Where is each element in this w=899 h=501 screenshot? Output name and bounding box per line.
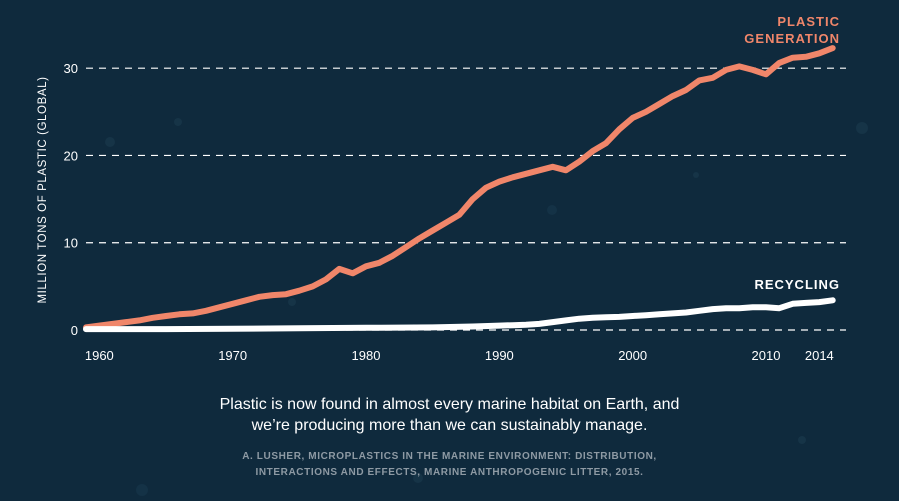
source-line-2: INTERACTIONS AND EFFECTS, MARINE ANTHROP… [255,467,644,478]
x-tick-label: 1960 [85,348,114,363]
series-label: RECYCLING [754,277,840,292]
caption-line-2: we’re producing more than we can sustain… [251,417,648,434]
x-tick-label: 1970 [218,348,247,363]
grid-lines [86,67,846,331]
source-line-1: A. LUSHER, MICROPLASTICS IN THE MARINE E… [242,451,657,462]
x-tick-label: 1980 [352,348,381,363]
y-tick-label: 20 [64,148,78,163]
y-tick-label: 30 [64,61,78,76]
series-line-recycling [83,297,836,333]
chart-caption: Plastic is now found in almost every mar… [0,394,899,436]
caption-line-1: Plastic is now found in almost every mar… [219,396,680,413]
y-tick-label: 10 [64,236,78,251]
y-tick-labels: 0 10 20 30 [64,61,78,338]
y-axis-label: MILLION TONS OF PLASTIC (GLOBAL) [37,76,49,303]
x-tick-label: 2010 [752,348,781,363]
x-tick-label: 2000 [618,348,647,363]
background-bubbles [105,118,868,496]
x-tick-label: 1990 [485,348,514,363]
x-tick-label: 2014 [805,348,834,363]
source-citation: A. LUSHER, MICROPLASTICS IN THE MARINE E… [0,449,899,481]
x-tick-labels: 1960 1970 1980 1990 2000 2010 2014 [85,348,834,363]
series-label: PLASTIC GENERATION [744,14,840,46]
series-line-plastic-generation [83,45,836,331]
series-lines [83,45,836,333]
y-tick-label: 0 [71,323,78,338]
series-labels: PLASTIC GENERATION RECYCLING [744,14,840,292]
